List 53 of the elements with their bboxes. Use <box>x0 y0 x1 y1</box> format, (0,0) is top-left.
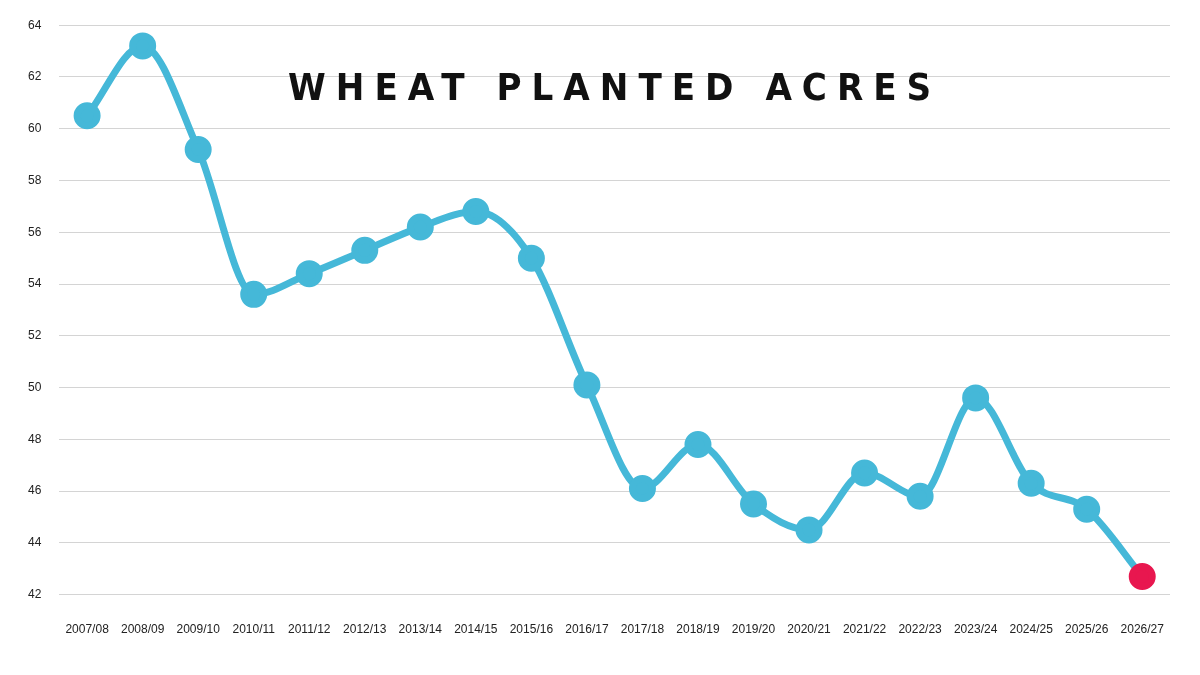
x-tick-label: 2018/19 <box>676 622 720 637</box>
point <box>295 260 323 288</box>
point <box>73 102 101 130</box>
point <box>240 280 268 308</box>
x-tick-label: 2023/24 <box>953 622 998 637</box>
point <box>573 371 601 399</box>
x-tick-label: 2010/11 <box>232 622 276 637</box>
y-tick-label: 50 <box>27 379 42 394</box>
point <box>184 135 212 163</box>
y-tick-label: 48 <box>27 431 42 446</box>
point <box>1128 562 1156 590</box>
y-tick-label: 46 <box>27 483 42 498</box>
y-tick-label: 64 <box>27 17 42 32</box>
point <box>1073 495 1101 523</box>
y-tick-label: 58 <box>27 172 42 187</box>
point <box>351 236 379 264</box>
point <box>684 430 712 458</box>
x-tick-label: 2007/08 <box>65 622 110 637</box>
y-tick-label: 54 <box>27 276 42 291</box>
point <box>851 459 879 487</box>
x-tick-label: 2017/18 <box>620 622 665 637</box>
x-tick-label: 2014/15 <box>454 622 498 637</box>
x-tick-label: 2024/25 <box>1009 622 1054 637</box>
x-tick-label: 2015/16 <box>509 622 554 637</box>
x-tick-label: 2009/10 <box>176 622 221 637</box>
y-tick-label: 42 <box>27 586 42 601</box>
x-tick-label: 2012/13 <box>343 622 387 637</box>
x-tick-label: 2026/27 <box>1120 622 1165 637</box>
y-tick-label: 62 <box>27 69 42 84</box>
x-tick-label: 2022/23 <box>898 622 943 637</box>
y-tick-label: 56 <box>27 224 42 239</box>
point <box>962 384 990 412</box>
point <box>517 244 545 272</box>
point <box>906 482 934 510</box>
x-tick-label: 2025/26 <box>1065 622 1109 637</box>
y-tick-label: 60 <box>27 121 42 136</box>
text: WHEAT PLANTED ACRES <box>288 65 942 110</box>
point <box>628 474 656 502</box>
point <box>795 516 823 544</box>
x-tick-label: 2011/12 <box>287 622 331 637</box>
point <box>406 213 434 241</box>
x-tick-label: 2008/09 <box>120 622 165 637</box>
x-tick-label: 2019/20 <box>731 622 776 637</box>
x-tick-label: 2016/17 <box>565 622 609 637</box>
y-tick-label: 52 <box>27 328 42 343</box>
point <box>740 490 768 518</box>
y-tick-label: 44 <box>27 535 42 550</box>
point <box>1017 469 1045 497</box>
point <box>462 198 490 226</box>
x-tick-label: 2020/21 <box>787 622 832 637</box>
x-tick-label: 2013/14 <box>398 622 443 637</box>
point <box>129 32 157 60</box>
x-tick-label: 2021/22 <box>842 622 887 637</box>
